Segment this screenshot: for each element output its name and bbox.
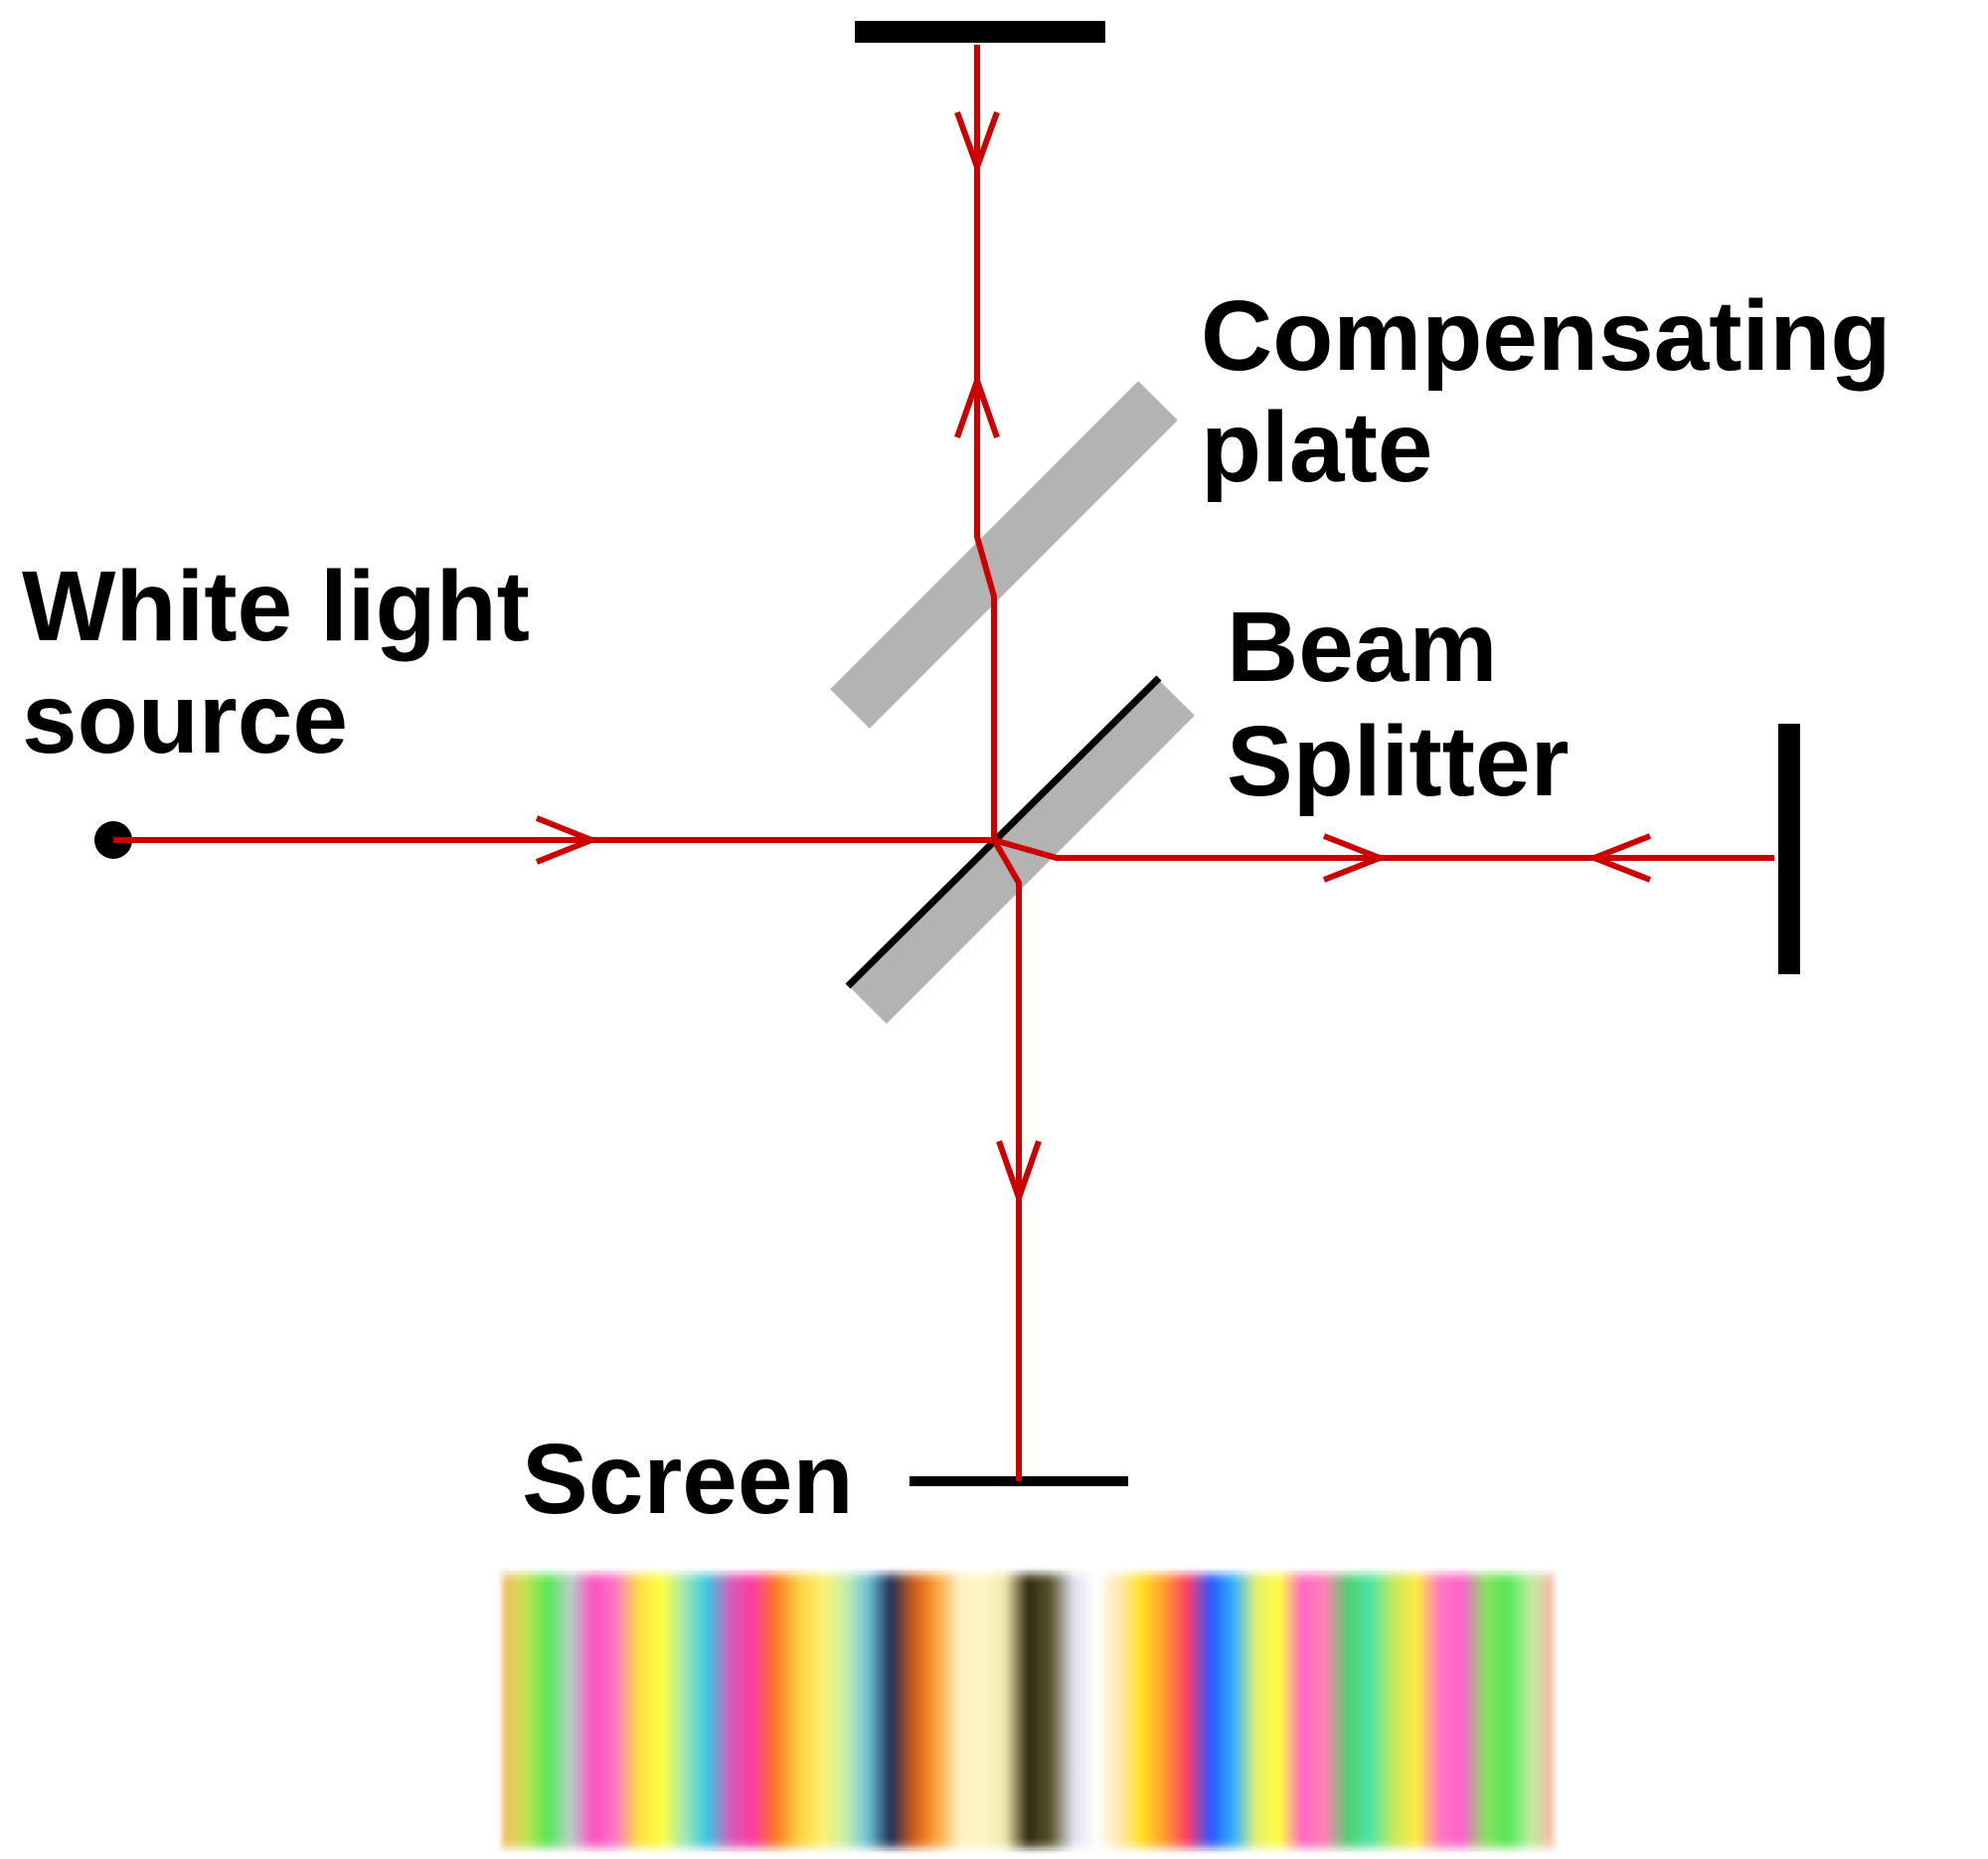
compensating-plate-label-line1: Compensating <box>1201 280 1891 392</box>
light-source-label-line1: White light <box>22 551 530 662</box>
arrow-right-horizontal-arm <box>1322 833 1389 883</box>
light-source-label-line2: source <box>22 663 348 774</box>
vertical-arm-beam <box>974 45 997 840</box>
beam-splitter-label-line1: Beam <box>1227 592 1497 703</box>
output-beam <box>991 838 1022 1481</box>
beam-arrows <box>535 110 1652 1208</box>
arrow-up-vertical-arm <box>954 371 1000 438</box>
horizontal-arm-beam <box>993 837 1774 861</box>
arrow-left-horizontal-arm <box>1585 833 1652 883</box>
arrow-down-output <box>996 1140 1042 1208</box>
beam-splitter-label-line2: Splitter <box>1227 706 1569 817</box>
beam-splitter-coating <box>845 675 1162 989</box>
fringe-edge-fade <box>502 1573 1554 1849</box>
arrow-input-right <box>535 815 600 865</box>
screen-label: Screen <box>522 1424 854 1535</box>
arrow-down-vertical-arm <box>954 110 1000 176</box>
compensating-plate <box>830 381 1178 729</box>
beam-paths <box>113 45 1774 1481</box>
interference-fringes <box>502 1573 1554 1849</box>
compensating-plate-label-line2: plate <box>1201 392 1432 503</box>
